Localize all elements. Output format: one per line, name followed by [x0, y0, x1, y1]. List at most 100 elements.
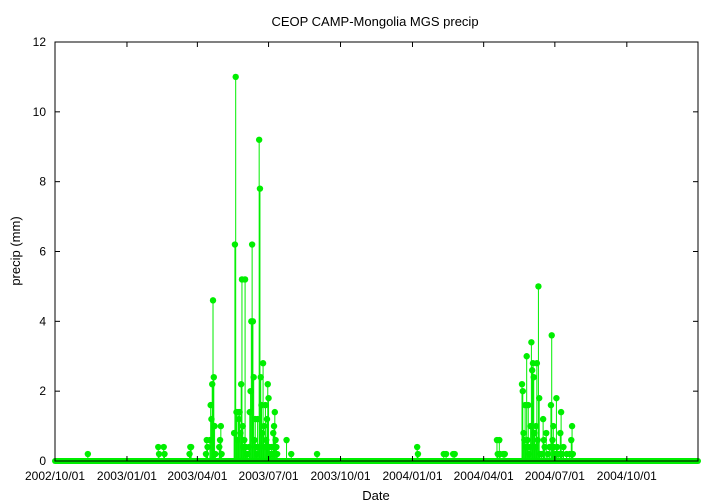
data-point — [209, 380, 216, 388]
data-point — [270, 429, 277, 437]
x-tick-label: 2004/10/01 — [597, 469, 657, 483]
y-tick-label: 4 — [39, 314, 46, 328]
data-point — [543, 429, 550, 437]
data-point — [271, 408, 279, 416]
data-point — [186, 450, 193, 458]
data-point — [519, 387, 526, 395]
data-point — [442, 450, 450, 458]
plot-area — [52, 73, 701, 464]
data-point — [414, 450, 422, 458]
data-point — [544, 450, 552, 458]
data-point — [84, 450, 92, 458]
data-point — [557, 429, 564, 437]
data-point — [569, 450, 577, 458]
data-point — [560, 443, 567, 451]
data-point — [259, 360, 267, 367]
data-point — [241, 436, 248, 444]
data-point — [211, 422, 218, 430]
x-axis: 2002/10/01 2003/01/01 2003/04/01 2003/07/01… — [25, 42, 657, 483]
data-point — [217, 422, 225, 430]
data-point — [235, 415, 243, 423]
data-point — [231, 241, 239, 248]
x-tick-label: 2004/07/01 — [525, 469, 585, 483]
y-tick-label: 2 — [39, 384, 46, 398]
data-point — [237, 380, 245, 388]
data-point — [496, 436, 503, 444]
data-point — [257, 374, 264, 381]
data-point — [262, 401, 269, 409]
y-tick-label: 0 — [39, 454, 46, 468]
data-point — [568, 422, 576, 430]
y-axis-title: precip (mm) — [8, 216, 23, 285]
data-point — [523, 353, 530, 360]
data-point — [535, 283, 542, 290]
data-point — [255, 136, 263, 143]
data-point — [264, 380, 271, 388]
data-point — [232, 73, 239, 81]
x-axis-title: Date — [362, 488, 389, 503]
data-point — [553, 394, 560, 402]
data-point — [251, 436, 258, 444]
data-point — [532, 422, 540, 430]
data-point — [155, 443, 162, 451]
data-point — [568, 436, 575, 444]
data-point — [533, 360, 541, 367]
data-point — [202, 450, 210, 458]
y-tick-label: 6 — [39, 245, 46, 259]
data-point — [273, 443, 280, 451]
y-axis: 0 2 4 6 8 10 12 — [33, 35, 698, 468]
data-point — [216, 436, 224, 444]
data-point — [265, 394, 272, 402]
x-tick-label: 2003/10/01 — [310, 469, 370, 483]
data-point — [259, 429, 266, 437]
data-point — [547, 401, 555, 409]
data-point — [518, 380, 526, 388]
data-point — [525, 401, 532, 409]
data-point — [528, 367, 536, 374]
data-point — [249, 318, 257, 325]
x-tick-label: 2003/04/01 — [167, 469, 227, 483]
x-tick-label: 2004/01/01 — [382, 469, 442, 483]
data-point — [239, 422, 246, 430]
data-point — [534, 436, 541, 444]
data-point — [210, 374, 217, 381]
data-point — [283, 436, 290, 444]
data-point — [270, 422, 278, 430]
data-point — [248, 241, 256, 248]
x-tick-label: 2003/07/01 — [239, 469, 299, 483]
data-point — [160, 443, 167, 451]
data-point — [530, 374, 537, 381]
y-tick-label: 10 — [33, 105, 47, 119]
data-point — [260, 422, 268, 430]
x-tick-label: 2003/01/01 — [97, 469, 157, 483]
data-point — [273, 450, 281, 458]
data-point — [413, 443, 421, 451]
x-tick-label: 2004/04/01 — [454, 469, 514, 483]
data-point — [451, 450, 458, 458]
data-point — [155, 450, 163, 458]
data-point — [272, 436, 279, 444]
data-point — [540, 436, 548, 444]
x-tick-label: 2002/10/01 — [25, 469, 85, 483]
data-point — [241, 276, 249, 283]
data-point — [216, 443, 223, 451]
data-point — [209, 297, 217, 304]
data-point — [548, 332, 555, 339]
data-point — [539, 415, 547, 423]
data-point — [549, 436, 556, 444]
chart-title: CEOP CAMP-Mongolia MGS precip — [271, 14, 478, 29]
data-point — [557, 408, 565, 416]
data-point — [550, 422, 557, 430]
data-point — [520, 429, 527, 437]
data-point — [250, 374, 257, 381]
y-tick-label: 12 — [33, 35, 47, 49]
data-point — [524, 436, 531, 444]
data-point — [553, 443, 561, 451]
data-point — [263, 415, 271, 423]
data-point — [218, 450, 225, 458]
data-point — [288, 450, 295, 458]
y-tick-label: 8 — [39, 175, 46, 189]
data-point — [161, 450, 168, 458]
